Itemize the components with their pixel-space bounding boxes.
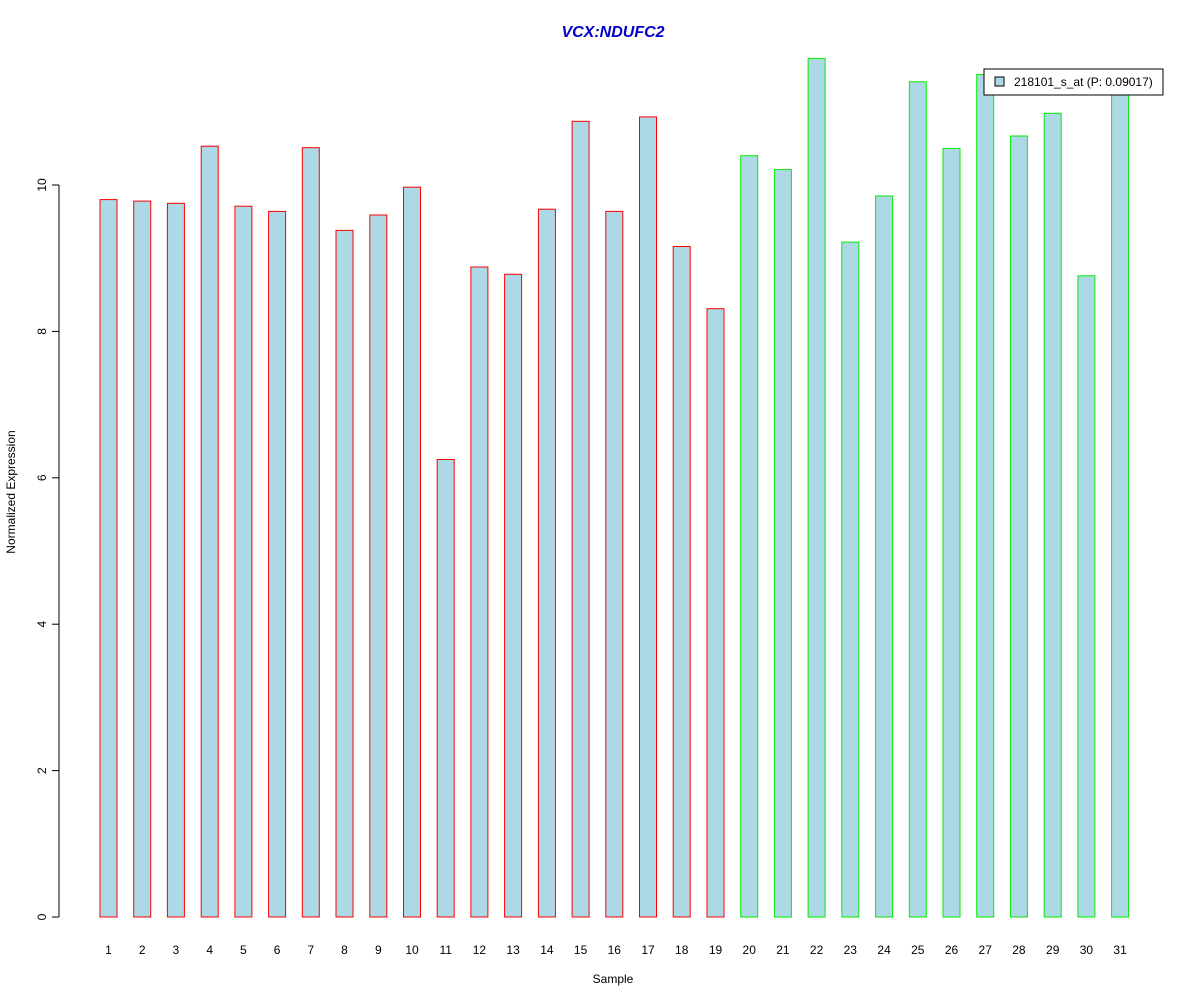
x-tick-label: 9 xyxy=(375,943,382,957)
x-tick-label: 19 xyxy=(709,943,723,957)
bar-sample-29 xyxy=(1043,112,1062,918)
x-tick-label: 8 xyxy=(341,943,348,957)
x-tick-label: 5 xyxy=(240,943,247,957)
x-tick-label: 29 xyxy=(1046,943,1060,957)
x-tick-label: 27 xyxy=(979,943,993,957)
bar-sample-13 xyxy=(504,273,523,918)
y-axis-label: Normalized Expression xyxy=(4,430,18,553)
bar-sample-2 xyxy=(133,200,152,918)
x-axis-label: Sample xyxy=(593,972,634,986)
x-tick-label: 30 xyxy=(1080,943,1094,957)
x-tick-label: 3 xyxy=(173,943,180,957)
bar-sample-7 xyxy=(301,147,320,918)
x-tick-label: 13 xyxy=(506,943,520,957)
bar-sample-23 xyxy=(841,241,860,918)
y-tick-label: 2 xyxy=(35,767,49,774)
x-tick-labels: 1 2 3 4 5 6 7 8 9 10 11 12 13 14 15 16 17 18 19 20 21 22 23 24 2… xyxy=(105,943,1127,957)
x-tick-label: 2 xyxy=(139,943,146,957)
x-tick-label: 24 xyxy=(877,943,891,957)
bar-sample-24 xyxy=(875,195,894,918)
x-tick-label: 6 xyxy=(274,943,281,957)
bars xyxy=(99,57,1130,918)
x-tick-label: 17 xyxy=(641,943,655,957)
bar-sample-25 xyxy=(908,81,927,918)
x-tick-label: 22 xyxy=(810,943,824,957)
bar-sample-4 xyxy=(200,145,219,918)
x-tick-label: 21 xyxy=(776,943,790,957)
legend-label: 218101_s_at (P: 0.09017) xyxy=(1014,75,1153,89)
bar-sample-12 xyxy=(470,266,489,918)
bar-sample-14 xyxy=(537,208,556,918)
bar-sample-31 xyxy=(1111,90,1130,918)
bar-sample-21 xyxy=(773,169,792,918)
bar-sample-9 xyxy=(369,214,388,918)
x-tick-label: 16 xyxy=(608,943,622,957)
bar-sample-5 xyxy=(234,205,253,918)
x-tick-label: 18 xyxy=(675,943,689,957)
y-tick-label: 10 xyxy=(35,178,49,192)
x-tick-label: 14 xyxy=(540,943,554,957)
bar-sample-26 xyxy=(942,147,961,918)
legend: 218101_s_at (P: 0.09017) xyxy=(983,68,1164,96)
bar-sample-1 xyxy=(99,199,118,918)
x-tick-label: 26 xyxy=(945,943,959,957)
x-tick-label: 23 xyxy=(844,943,858,957)
x-tick-label: 1 xyxy=(105,943,112,957)
y-tick-label: 6 xyxy=(35,474,49,481)
x-tick-label: 11 xyxy=(439,943,452,957)
x-tick-label: 4 xyxy=(206,943,213,957)
bar-sample-30 xyxy=(1077,275,1096,918)
bar-sample-16 xyxy=(605,210,624,918)
bar-sample-28 xyxy=(1009,135,1028,918)
bar-sample-15 xyxy=(571,120,590,918)
chart-title: VCX:NDUFC2 xyxy=(561,24,664,41)
x-tick-label: 31 xyxy=(1113,943,1127,957)
bar-sample-27 xyxy=(976,74,995,918)
bar-sample-6 xyxy=(268,210,287,918)
x-tick-label: 12 xyxy=(473,943,487,957)
legend-swatch xyxy=(994,76,1005,87)
y-tick-label: 8 xyxy=(35,328,49,335)
x-tick-label: 10 xyxy=(405,943,419,957)
x-tick-label: 25 xyxy=(911,943,925,957)
bar-sample-3 xyxy=(166,202,185,918)
x-tick-label: 28 xyxy=(1012,943,1026,957)
bar-sample-22 xyxy=(807,57,826,918)
x-tick-label: 15 xyxy=(574,943,588,957)
bar-sample-19 xyxy=(706,308,725,918)
x-tick-label: 7 xyxy=(307,943,314,957)
bar-sample-8 xyxy=(335,229,354,918)
y-tick-label: 4 xyxy=(35,621,49,628)
y-axis: 0 2 4 6 8 10 xyxy=(35,178,60,920)
x-tick-label: 20 xyxy=(743,943,757,957)
bar-sample-17 xyxy=(639,116,657,918)
bar-sample-18 xyxy=(672,246,691,918)
y-tick-label: 0 xyxy=(35,913,49,920)
bar-sample-11 xyxy=(436,459,455,918)
bar-sample-20 xyxy=(740,155,759,918)
legend-box xyxy=(983,68,1164,96)
bar-sample-10 xyxy=(403,186,421,918)
